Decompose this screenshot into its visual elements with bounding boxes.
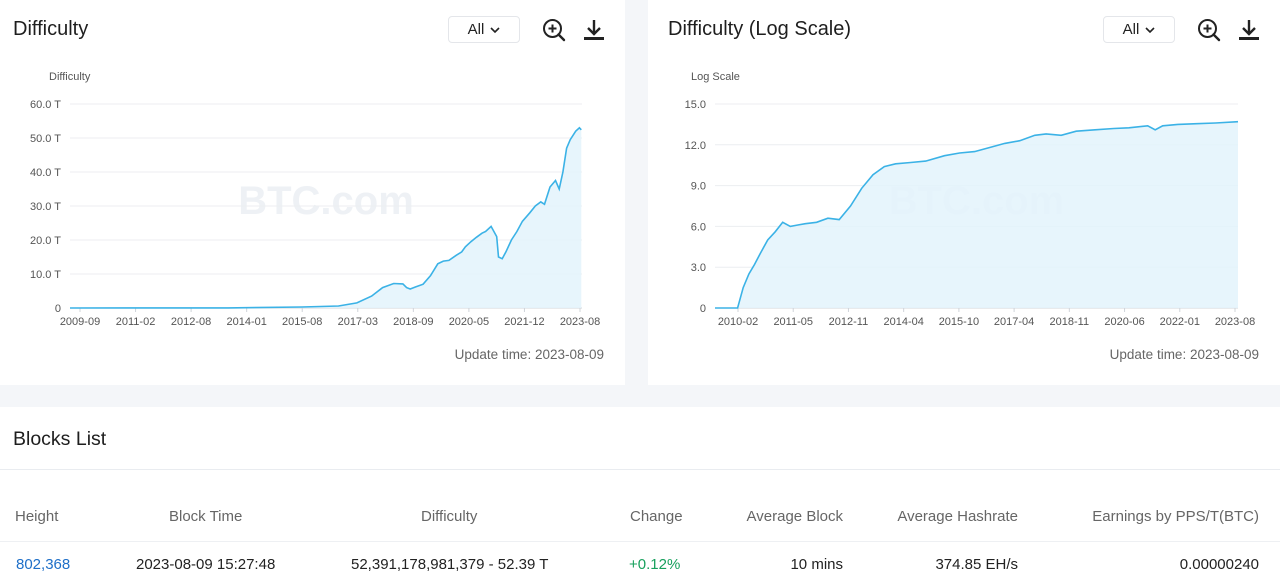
x-tick-label: 2010-02 — [718, 316, 758, 328]
x-tick-label: 2011-05 — [773, 316, 813, 328]
y-tick-label: 40.0 T — [30, 167, 61, 179]
x-tick-label: 2020-05 — [449, 316, 489, 328]
range-select-value: All — [1122, 21, 1140, 38]
range-select[interactable]: All — [448, 16, 520, 43]
x-tick-label: 2012-11 — [829, 316, 869, 328]
x-tick-label: 2022-01 — [1160, 316, 1200, 328]
block-height-link[interactable]: 802,368 — [16, 556, 71, 573]
range-select[interactable]: All — [1103, 16, 1175, 43]
range-select-value: All — [467, 21, 485, 38]
chevron-down-icon — [1145, 26, 1155, 33]
x-tick-label: 2017-04 — [994, 316, 1034, 328]
x-tick-label: 2021-12 — [504, 316, 544, 328]
watermark: BTC.com — [238, 179, 414, 223]
difficulty-log-panel: Difficulty (Log Scale) All BTC.comLog Sc… — [648, 0, 1280, 385]
area-fill — [70, 127, 582, 308]
block-change: +0.12% — [629, 556, 681, 573]
divider — [0, 469, 1280, 470]
column-header-average-block: Average Block — [746, 508, 843, 525]
y-tick-label: 50.0 T — [30, 133, 61, 145]
series-line — [715, 120, 1239, 309]
area-fill — [715, 121, 1238, 308]
y-tick-label: 12.0 — [685, 140, 706, 152]
difficulty-log-chart: BTC.comLog Scale03.06.09.012.015.02010-0… — [685, 71, 1256, 328]
panel-title: Difficulty (Log Scale) — [668, 18, 852, 40]
y-tick-label: 0 — [700, 303, 706, 315]
y-tick-label: 10.0 T — [30, 269, 61, 281]
column-header-height: Height — [15, 508, 59, 525]
update-time: Update time: 2023-08-09 — [1109, 347, 1259, 362]
x-tick-label: 2012-08 — [171, 316, 211, 328]
blocks-list-panel: Blocks List Height Block Time Difficulty… — [0, 407, 1280, 585]
x-tick-label: 2015-08 — [282, 316, 322, 328]
column-header-earnings: Earnings by PPS/T(BTC) — [1092, 508, 1259, 525]
y-tick-label: 30.0 T — [30, 201, 61, 213]
x-tick-label: 2018-11 — [1050, 316, 1090, 328]
block-average-hashrate: 374.85 EH/s — [935, 556, 1018, 573]
y-tick-label: 3.0 — [691, 262, 706, 274]
difficulty-chart: BTC.com Difficulty 0 10.0 T 20.0 T 30.0 T 40.0… — [30, 71, 600, 328]
x-tick-label: 2009-09 — [60, 316, 100, 328]
update-time: Update time: 2023-08-09 — [454, 347, 604, 362]
column-header-block-time: Block Time — [169, 508, 243, 525]
y-tick-label: 20.0 T — [30, 235, 61, 247]
x-tick-label: 2015-10 — [939, 316, 979, 328]
block-time: 2023-08-09 15:27:48 — [136, 556, 276, 573]
y-tick-label: 0 — [55, 303, 61, 315]
column-header-average-hashrate: Average Hashrate — [897, 508, 1018, 525]
block-earnings: 0.00000240 — [1179, 556, 1259, 573]
x-tick-label: 2017-03 — [338, 316, 378, 328]
zoom-in-icon[interactable] — [1196, 17, 1222, 43]
block-average-time: 10 mins — [790, 556, 843, 573]
panel-title: Difficulty — [13, 18, 89, 40]
y-tick-label: 15.0 — [685, 99, 706, 111]
chevron-down-icon — [490, 26, 500, 33]
y-tick-label: 6.0 — [691, 221, 706, 233]
x-tick-label: 2020-06 — [1104, 316, 1144, 328]
y-axis-title: Log Scale — [691, 71, 740, 83]
download-icon[interactable] — [581, 17, 607, 43]
block-difficulty: 52,391,178,981,379 - 52.39 T — [351, 556, 549, 573]
download-icon[interactable] — [1236, 17, 1262, 43]
x-tick-label: 2023-08 — [560, 316, 600, 328]
series-line — [69, 126, 582, 309]
y-axis-title: Difficulty — [49, 71, 91, 83]
y-tick-label: 9.0 — [691, 181, 706, 193]
difficulty-panel: Difficulty All BTC.com Difficulty 0 10.0 T 2… — [0, 0, 625, 385]
x-tick-label: 2014-01 — [226, 316, 266, 328]
column-header-change: Change — [630, 508, 683, 525]
y-tick-label: 60.0 T — [30, 99, 61, 111]
section-title: Blocks List — [13, 428, 107, 450]
column-header-difficulty: Difficulty — [421, 508, 478, 525]
x-tick-label: 2014-04 — [883, 316, 923, 328]
zoom-in-icon[interactable] — [541, 17, 567, 43]
divider — [0, 541, 1280, 542]
x-tick-label: 2023-08 — [1215, 316, 1255, 328]
x-tick-label: 2018-09 — [393, 316, 433, 328]
x-tick-label: 2011-02 — [116, 316, 156, 328]
